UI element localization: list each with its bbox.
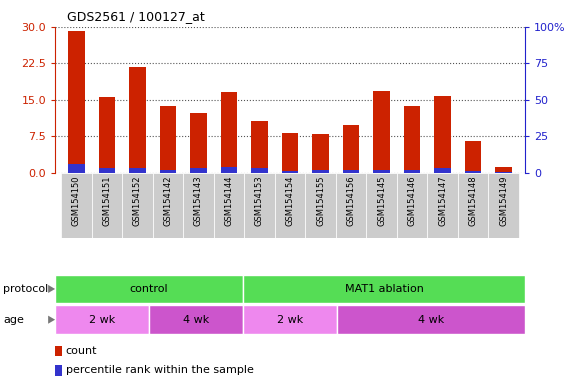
- Text: GDS2561 / 100127_at: GDS2561 / 100127_at: [67, 10, 204, 23]
- Bar: [251, 121, 268, 173]
- Bar: [366, 173, 397, 238]
- Bar: [251, 169, 268, 173]
- Bar: [373, 91, 390, 173]
- Bar: [55, 305, 149, 334]
- Bar: [275, 173, 305, 238]
- Bar: [495, 172, 512, 173]
- Text: GSM154150: GSM154150: [72, 175, 81, 226]
- Text: GSM154154: GSM154154: [285, 175, 295, 226]
- Text: 2 wk: 2 wk: [89, 314, 115, 325]
- Bar: [129, 67, 146, 173]
- Bar: [404, 170, 420, 173]
- Polygon shape: [48, 316, 55, 324]
- Text: GSM154153: GSM154153: [255, 175, 264, 226]
- Bar: [220, 167, 237, 173]
- Bar: [458, 173, 488, 238]
- Text: GSM154143: GSM154143: [194, 175, 203, 226]
- Bar: [92, 173, 122, 238]
- Text: GSM154152: GSM154152: [133, 175, 142, 226]
- Bar: [243, 305, 337, 334]
- Bar: [282, 133, 298, 173]
- Bar: [343, 170, 360, 173]
- Text: MAT1 ablation: MAT1 ablation: [345, 284, 423, 294]
- Bar: [312, 170, 329, 173]
- Bar: [495, 167, 512, 173]
- Text: GSM154155: GSM154155: [316, 175, 325, 226]
- Bar: [183, 173, 214, 238]
- Bar: [244, 173, 275, 238]
- Text: control: control: [130, 284, 168, 294]
- Bar: [68, 164, 85, 173]
- Text: GSM154148: GSM154148: [469, 175, 477, 226]
- Bar: [434, 169, 451, 173]
- Bar: [337, 305, 525, 334]
- Text: GSM154144: GSM154144: [224, 175, 234, 226]
- Bar: [99, 169, 115, 173]
- Bar: [129, 169, 146, 173]
- Text: protocol: protocol: [3, 284, 48, 294]
- Bar: [160, 170, 176, 173]
- Bar: [99, 97, 115, 173]
- Bar: [305, 173, 336, 238]
- Polygon shape: [48, 285, 55, 293]
- Bar: [282, 171, 298, 173]
- Text: GSM154146: GSM154146: [408, 175, 416, 226]
- Bar: [427, 173, 458, 238]
- Bar: [190, 113, 207, 173]
- Bar: [55, 365, 62, 376]
- Bar: [397, 173, 427, 238]
- Text: 4 wk: 4 wk: [418, 314, 444, 325]
- Bar: [488, 173, 519, 238]
- Bar: [214, 173, 244, 238]
- Bar: [243, 275, 525, 303]
- Bar: [153, 173, 183, 238]
- Text: GSM154147: GSM154147: [438, 175, 447, 226]
- Bar: [149, 305, 243, 334]
- Bar: [404, 106, 420, 173]
- Bar: [312, 134, 329, 173]
- Text: percentile rank within the sample: percentile rank within the sample: [66, 365, 253, 375]
- Bar: [55, 275, 243, 303]
- Bar: [434, 96, 451, 173]
- Bar: [465, 171, 481, 173]
- Text: GSM154142: GSM154142: [164, 175, 172, 226]
- Bar: [343, 125, 360, 173]
- Text: count: count: [66, 346, 97, 356]
- Text: GSM154156: GSM154156: [346, 175, 356, 226]
- Bar: [336, 173, 366, 238]
- Bar: [122, 173, 153, 238]
- Bar: [68, 31, 85, 173]
- Bar: [220, 92, 237, 173]
- Bar: [61, 173, 92, 238]
- Bar: [373, 170, 390, 173]
- Bar: [465, 141, 481, 173]
- Text: 4 wk: 4 wk: [183, 314, 209, 325]
- Bar: [160, 106, 176, 173]
- Text: GSM154151: GSM154151: [103, 175, 111, 226]
- Bar: [190, 169, 207, 173]
- Text: GSM154149: GSM154149: [499, 175, 508, 226]
- Bar: [55, 346, 62, 356]
- Text: GSM154145: GSM154145: [377, 175, 386, 226]
- Text: 2 wk: 2 wk: [277, 314, 303, 325]
- Text: age: age: [3, 314, 24, 325]
